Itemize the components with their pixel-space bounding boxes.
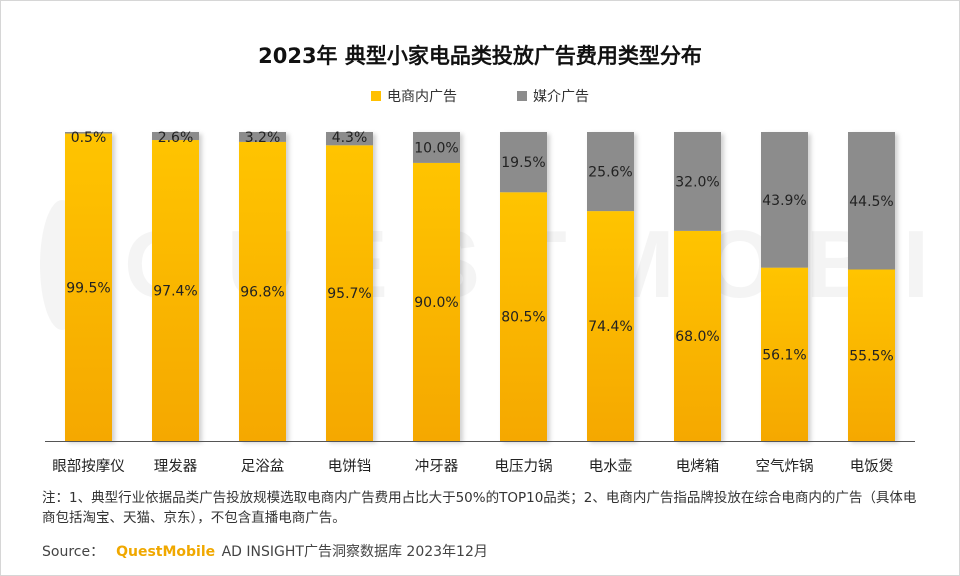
bar-group-6	[500, 132, 547, 441]
bar-ecommerce-10	[848, 269, 895, 441]
data-label-ecommerce-5: 90.0%	[414, 295, 458, 311]
data-label-media-8: 32.0%	[675, 174, 719, 190]
bar-group-3	[239, 132, 286, 441]
bar-group-7	[587, 132, 634, 441]
data-label-media-6: 19.5%	[501, 155, 545, 171]
data-label-media-2: 2.6%	[158, 130, 194, 146]
bar-group-2	[152, 132, 199, 441]
x-tick-label-1: 眼部按摩仪	[52, 457, 125, 475]
bar-group-9	[761, 132, 808, 441]
footnote: 注：1、典型行业依据品类广告投放规模选取电商内广告费用占比大于50%的TOP10…	[42, 490, 917, 526]
x-tick-label-10: 电饭煲	[850, 458, 894, 475]
legend-item-media: 媒介广告	[517, 86, 589, 106]
legend-label-media: 媒介广告	[533, 89, 589, 105]
legend: 电商内广告 媒介广告	[0, 86, 960, 106]
bar-media-2	[152, 132, 199, 141]
x-tick-label-5: 冲牙器	[415, 458, 459, 475]
bar-ecommerce-9	[761, 267, 808, 441]
x-tick-labels: 眼部按摩仪 理发器 足浴盆 电饼铛 冲牙器 电压力锅 电水壶 电烤箱 空气炸锅 电饭煲	[52, 457, 893, 475]
bar-media-5	[413, 132, 460, 163]
bar-media-8	[674, 132, 721, 231]
data-label-media-5: 10.0%	[414, 140, 458, 156]
bars-layer: 99.5% 0.5% 97.4% 2.6% 96.8% 3.2% 95.7% 4.3% 90.0…	[65, 130, 895, 442]
x-tick-label-8: 电烤箱	[676, 458, 720, 475]
bar-media-6	[500, 132, 547, 193]
source-brand: QuestMobile	[116, 544, 216, 560]
bar-ecommerce-2	[152, 140, 199, 441]
bar-ecommerce-4	[326, 145, 373, 442]
data-label-media-1: 0.5%	[71, 130, 107, 146]
x-tick-label-3: 足浴盆	[241, 458, 285, 475]
data-label-ecommerce-2: 97.4%	[153, 284, 197, 300]
data-label-ecommerce-1: 99.5%	[66, 280, 110, 296]
bar-media-4	[326, 132, 373, 146]
x-tick-label-6: 电压力锅	[495, 458, 553, 475]
data-label-media-10: 44.5%	[849, 194, 893, 210]
data-label-media-9: 43.9%	[762, 193, 806, 209]
bar-media-3	[239, 132, 286, 142]
data-label-media-7: 25.6%	[588, 165, 632, 181]
bar-media-9	[761, 132, 808, 268]
data-label-ecommerce-7: 74.4%	[588, 319, 632, 335]
bar-ecommerce-5	[413, 162, 460, 441]
x-tick-label-9: 空气炸锅	[756, 458, 814, 475]
data-label-media-4: 4.3%	[332, 130, 368, 146]
bar-ecommerce-7	[587, 211, 634, 441]
chart-title: 2023年 典型小家电品类投放广告费用类型分布	[258, 44, 702, 68]
data-label-ecommerce-10: 55.5%	[849, 348, 893, 364]
data-label-media-3: 3.2%	[245, 130, 281, 146]
legend-item-ecommerce: 电商内广告	[371, 86, 457, 106]
source-detail: AD INSIGHT广告洞察数据库 2023年12月	[217, 544, 488, 560]
bar-group-4	[326, 132, 373, 442]
source-label: Source：	[42, 544, 105, 560]
bar-media-1	[65, 132, 112, 134]
bar-ecommerce-6	[500, 192, 547, 441]
legend-swatch-media	[517, 91, 527, 101]
bar-group-1	[65, 132, 112, 442]
legend-swatch-ecommerce	[371, 91, 381, 101]
x-tick-label-7: 电水壶	[589, 458, 633, 475]
legend-label-ecommerce: 电商内广告	[387, 89, 457, 105]
bar-group-5	[413, 132, 460, 441]
x-tick-label-4: 电饼铛	[328, 458, 372, 475]
bar-ecommerce-3	[239, 141, 286, 441]
data-label-ecommerce-8: 68.0%	[675, 329, 719, 345]
data-label-ecommerce-4: 95.7%	[327, 286, 371, 302]
bar-ecommerce-8	[674, 230, 721, 441]
bar-ecommerce-1	[65, 133, 112, 442]
data-label-ecommerce-6: 80.5%	[501, 310, 545, 326]
bar-group-10	[848, 132, 895, 441]
x-tick-label-2: 理发器	[154, 458, 198, 475]
bar-media-10	[848, 132, 895, 270]
bar-group-8	[674, 132, 721, 441]
data-label-ecommerce-9: 56.1%	[762, 347, 806, 363]
bar-media-7	[587, 132, 634, 212]
data-label-ecommerce-3: 96.8%	[240, 284, 284, 300]
source-line: Source： QuestMobile AD INSIGHT广告洞察数据库 202…	[42, 541, 488, 561]
